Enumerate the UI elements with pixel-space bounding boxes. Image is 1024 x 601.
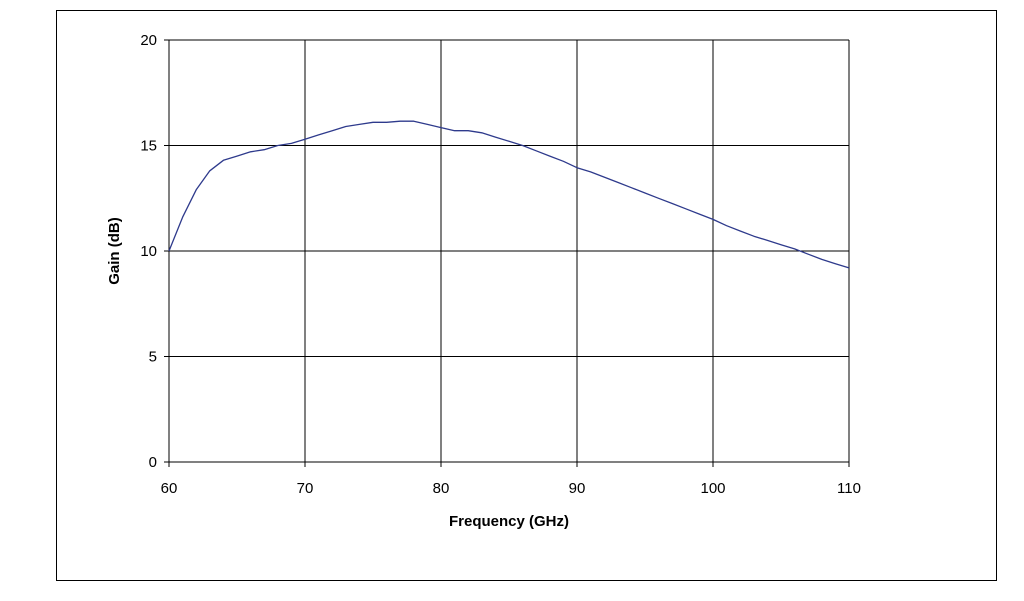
series-lines [168, 120, 850, 269]
x-tick-labels: 60 70 80 90 100 110 [161, 480, 861, 497]
x-axis-label: Frequency (GHz) [449, 513, 569, 530]
x-tick-label: 70 [297, 480, 314, 497]
x-tick-label: 80 [433, 480, 450, 497]
y-axis-label: Gain (dB) [106, 217, 123, 285]
x-tick-label: 110 [837, 480, 861, 497]
grid-lines [164, 39, 850, 467]
y-tick-label: 5 [149, 349, 157, 366]
gain-series-line [168, 120, 850, 269]
y-tick-labels: 0 5 10 15 20 [140, 32, 157, 471]
x-tick-label: 90 [569, 480, 586, 497]
x-tick-label: 100 [700, 480, 725, 497]
y-tick-label: 0 [149, 454, 157, 471]
chart-frame: 60 70 80 90 100 110 0 5 10 15 20 Frequency (GHz) … [56, 10, 997, 581]
y-tick-label: 20 [140, 32, 157, 49]
y-tick-label: 15 [140, 138, 157, 155]
x-tick-label: 60 [161, 480, 178, 497]
y-tick-label: 10 [140, 243, 157, 260]
